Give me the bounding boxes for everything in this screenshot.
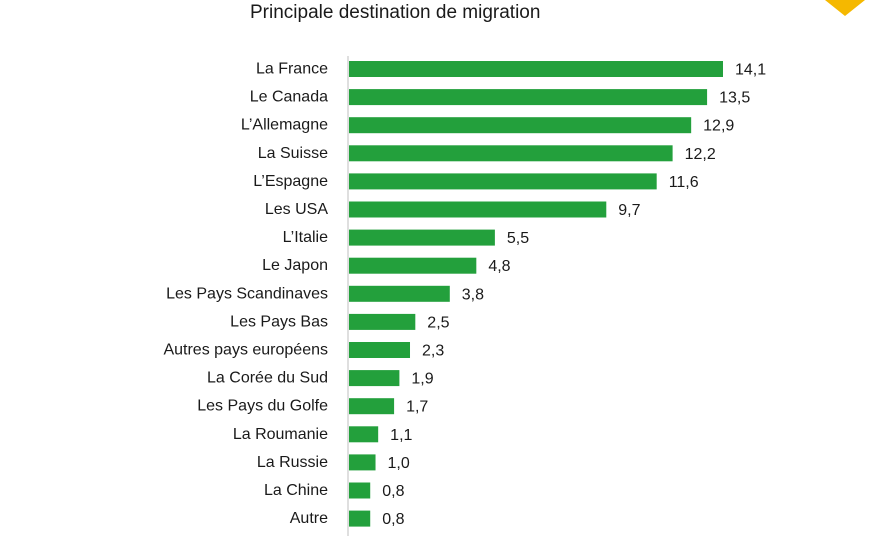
data-label: 9,7 <box>618 202 640 219</box>
bar <box>349 482 371 499</box>
bar <box>349 398 395 415</box>
bar <box>349 342 411 358</box>
category-label: La Roumanie <box>233 426 328 443</box>
data-label: 3,8 <box>462 286 484 303</box>
category-label: Autres pays européens <box>163 342 328 359</box>
bar <box>349 117 692 134</box>
bar <box>349 89 708 106</box>
category-label: Le Japon <box>262 257 328 274</box>
category-label: La Chine <box>264 482 328 499</box>
data-label: 1,1 <box>390 427 412 444</box>
category-label: L’Italie <box>283 229 328 246</box>
data-label: 2,5 <box>427 314 449 331</box>
bar <box>349 173 657 190</box>
bar <box>349 370 400 387</box>
category-label: Les Pays Bas <box>230 313 328 330</box>
bar <box>349 61 723 77</box>
category-label: Le Canada <box>250 89 328 106</box>
bar <box>349 313 416 330</box>
bar <box>349 257 477 274</box>
data-label: 1,0 <box>388 455 410 472</box>
category-label: Autre <box>290 510 328 527</box>
chart-title: Principale destination de migration <box>250 2 541 23</box>
bar <box>349 285 450 302</box>
data-label: 4,8 <box>488 258 510 275</box>
category-label: Les USA <box>265 201 328 218</box>
category-label: La France <box>256 61 328 78</box>
data-label: 1,7 <box>406 399 428 416</box>
data-label: 11,6 <box>669 174 699 191</box>
data-label: 5,5 <box>507 230 529 247</box>
bar <box>349 229 495 246</box>
bar <box>349 145 673 162</box>
yellow-diamond-icon <box>825 0 865 16</box>
data-label: 0,8 <box>382 483 404 500</box>
bar <box>349 454 376 471</box>
data-label: 14,1 <box>735 62 766 79</box>
category-label: La Suisse <box>258 145 328 162</box>
category-label: L’Allemagne <box>241 117 328 134</box>
data-label: 12,9 <box>703 118 734 135</box>
bar <box>349 201 607 218</box>
category-label: La Corée du Sud <box>207 370 328 387</box>
category-label: La Russie <box>257 454 328 471</box>
data-label: 2,3 <box>422 343 444 360</box>
data-label: 0,8 <box>382 511 404 528</box>
category-label: Les Pays du Golfe <box>197 398 328 415</box>
bar <box>349 426 379 443</box>
bar <box>349 510 371 527</box>
data-label: 12,2 <box>685 146 716 163</box>
data-label: 1,9 <box>411 371 433 388</box>
category-label: Les Pays Scandinaves <box>166 285 328 302</box>
data-label: 13,5 <box>719 90 750 107</box>
category-label: L’Espagne <box>253 173 328 190</box>
